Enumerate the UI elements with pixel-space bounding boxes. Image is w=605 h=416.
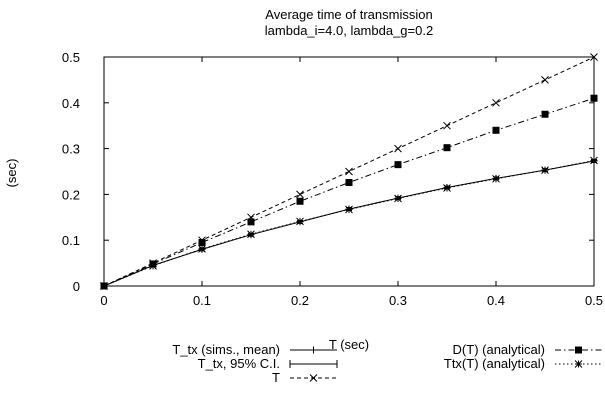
point-marker: [541, 166, 549, 174]
series: [101, 158, 597, 288]
point-marker: [149, 261, 157, 270]
series-line: [103, 56, 595, 287]
x-tick-label: 0: [100, 293, 107, 308]
legend: T_tx (sims., mean)T_tx, 95% C.I.T D(T) (a…: [172, 342, 602, 385]
chart-subtitle: lambda_i=4.0, lambda_g=0.2: [265, 23, 433, 38]
series: [100, 157, 598, 290]
point-marker: [345, 167, 353, 176]
y-tick-label: 0.2: [62, 187, 80, 202]
y-tick-label: 0.5: [62, 50, 80, 65]
legend-swatch: [289, 360, 338, 368]
point-marker: [443, 121, 451, 130]
point-marker: [296, 197, 304, 205]
point-marker: [541, 110, 549, 118]
axes: [103, 56, 595, 287]
y-tick-label: 0: [73, 279, 80, 294]
x-tick-label: 0.5: [585, 293, 603, 308]
x-tick-label: 0.1: [193, 293, 211, 308]
legend-entry: T: [272, 370, 337, 385]
point-marker: [492, 174, 500, 183]
point-marker: [541, 76, 549, 84]
series: [100, 156, 598, 290]
point-marker: [443, 184, 451, 192]
plot-frame: [103, 56, 595, 287]
chart-title: Average time of transmission: [265, 7, 432, 22]
point-marker: [590, 53, 598, 61]
point-marker: [443, 144, 451, 152]
legend-entry: Ttx(T) (analytical): [444, 356, 602, 371]
point-marker: [345, 178, 353, 186]
point-marker: [247, 230, 255, 239]
x-tick-label: 0.4: [487, 293, 505, 308]
y-tick-label: 0.4: [62, 96, 80, 111]
point-marker: [394, 194, 402, 203]
x-tick-label: 0.3: [389, 293, 407, 308]
point-marker: [590, 94, 598, 102]
legend-label: T_tx, 95% C.I.: [198, 356, 280, 371]
legend-label: T_tx (sims., mean): [172, 342, 280, 357]
y-axis-label: (sec): [4, 159, 19, 188]
point-marker: [198, 238, 206, 246]
point-marker: [574, 360, 583, 368]
legend-label: D(T) (analytical): [453, 342, 545, 357]
legend-entry: T_tx, 95% C.I.: [198, 356, 338, 371]
point-marker: [310, 346, 317, 354]
ticks: 0 0.1 0.2 0.3 0.4 0.5 0 0.1 0.2 0.3 0.4 0.5: [62, 50, 603, 308]
series: [100, 94, 598, 290]
point-marker: [296, 190, 304, 199]
point-marker: [309, 374, 318, 382]
point-marker: [590, 156, 598, 165]
series-layer: [100, 53, 598, 290]
point-marker: [394, 144, 402, 153]
point-marker: [492, 98, 500, 107]
legend-entry: T_tx (sims., mean): [172, 342, 337, 357]
point-marker: [492, 126, 500, 134]
point-marker: [345, 205, 353, 214]
point-marker: [296, 217, 304, 226]
y-tick-label: 0.1: [62, 233, 80, 248]
y-tick-label: 0.3: [62, 142, 80, 157]
point-marker: [575, 346, 582, 354]
point-marker: [394, 161, 402, 169]
legend-entry: D(T) (analytical): [453, 342, 602, 357]
point-marker: [100, 282, 108, 290]
point-marker: [247, 218, 255, 226]
legend-label: Ttx(T) (analytical): [444, 356, 545, 371]
x-tick-label: 0.2: [291, 293, 309, 308]
point-marker: [198, 245, 206, 253]
x-axis-label: T (sec): [329, 337, 369, 352]
legend-label: T: [272, 370, 280, 385]
